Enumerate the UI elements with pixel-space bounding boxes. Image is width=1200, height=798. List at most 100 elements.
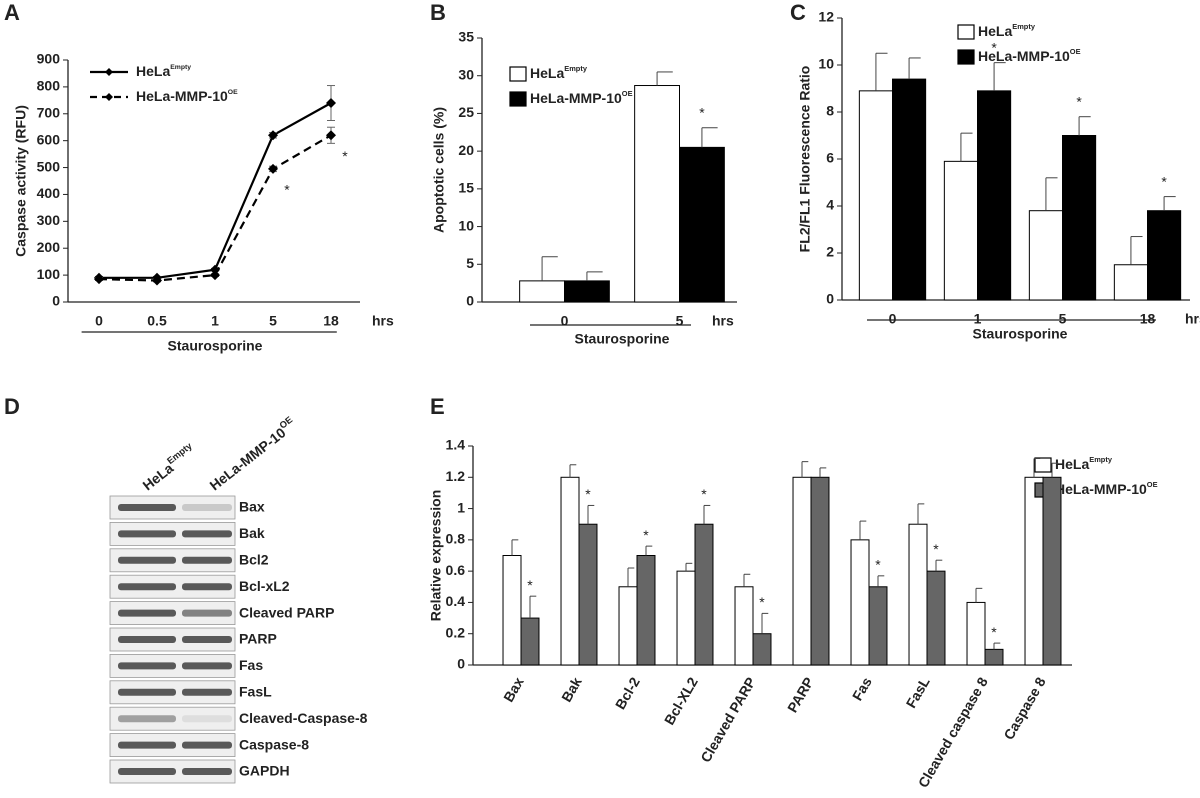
x-tick-label: 1 xyxy=(211,313,219,329)
x-tick-label: Bax xyxy=(500,674,527,704)
y-tick-label: 5 xyxy=(466,255,474,271)
significance: * xyxy=(759,594,765,610)
name: HeLa-MMP-10 xyxy=(978,48,1070,64)
y-tick-label: 600 xyxy=(37,131,61,147)
blot-row-label: Bcl-xL2 xyxy=(239,578,290,594)
y-tick-label: 1 xyxy=(457,499,465,515)
y-tick-label: 200 xyxy=(37,239,61,255)
y-tick-label: 0.4 xyxy=(446,593,466,609)
superscript: OE xyxy=(1147,480,1158,489)
blot-band xyxy=(118,741,176,749)
significance: * xyxy=(284,182,290,198)
legend-marker xyxy=(105,68,113,76)
point xyxy=(94,274,104,285)
bar xyxy=(858,90,893,301)
blot-strip xyxy=(109,706,236,731)
bar xyxy=(679,146,725,303)
panel-label: D xyxy=(4,394,20,419)
y-tick-label: 30 xyxy=(458,66,474,82)
bar xyxy=(502,555,522,666)
blot-row-label: Cleaved-Caspase-8 xyxy=(239,710,368,726)
legend-swatch xyxy=(957,24,975,40)
blot-band xyxy=(118,556,176,564)
y-axis-label: Relative expression xyxy=(428,490,444,622)
blot-band xyxy=(182,715,232,723)
y-tick-label: 100 xyxy=(37,266,61,282)
blot-band xyxy=(118,636,176,643)
blot-band xyxy=(118,583,176,591)
panel-label: A xyxy=(4,0,20,25)
y-tick-label: 35 xyxy=(458,29,474,45)
blot-band xyxy=(182,583,232,591)
y-axis-label: FL2/FL1 Fluorescence Ratio xyxy=(797,66,813,253)
name: HeLa xyxy=(136,63,170,79)
x-tick-label: Caspase 8 xyxy=(1000,674,1049,742)
label: HeLa-MMP-10OE xyxy=(136,88,238,104)
x-tick-label: 1 xyxy=(974,311,982,327)
y-tick-label: 2 xyxy=(826,244,834,260)
significance: * xyxy=(701,486,707,502)
y-tick-label: 500 xyxy=(37,158,61,174)
y-tick-label: 0.2 xyxy=(446,624,466,640)
y-tick-label: 0 xyxy=(457,656,465,672)
bar xyxy=(1062,135,1097,301)
bar xyxy=(636,555,656,666)
y-tick-label: 10 xyxy=(458,217,474,233)
y-tick-label: 900 xyxy=(37,51,61,67)
y-tick-label: 1.2 xyxy=(446,468,466,484)
bar xyxy=(519,280,566,303)
label: HeLa-MMP-10OE xyxy=(206,415,300,493)
blot-band xyxy=(182,530,232,538)
label: HeLaEmpty xyxy=(139,441,200,494)
blot-band xyxy=(182,768,232,775)
significance: * xyxy=(342,148,348,164)
bar xyxy=(564,280,610,303)
y-tick-label: 0 xyxy=(826,291,834,307)
blot-band xyxy=(182,504,232,511)
x-tick-label: PARP xyxy=(784,674,817,715)
blot-band xyxy=(182,741,232,749)
bar xyxy=(1147,210,1182,301)
bar xyxy=(1024,476,1044,666)
x-tick-label: Bcl-XL2 xyxy=(661,674,701,727)
y-tick-label: 10 xyxy=(818,56,834,72)
name: HeLa xyxy=(1055,456,1089,472)
blot-row-label: Fas xyxy=(239,657,263,673)
significance: * xyxy=(527,577,533,593)
bar xyxy=(984,648,1004,666)
blot-row-label: FasL xyxy=(239,684,272,700)
superscript: Empty xyxy=(170,64,191,71)
blot-band xyxy=(118,609,176,617)
blot-row-label: PARP xyxy=(239,631,277,647)
bar xyxy=(1028,210,1063,301)
blot-row-label: Bcl2 xyxy=(239,552,269,568)
label: HeLaEmpty xyxy=(1055,455,1113,472)
bar xyxy=(578,523,598,666)
point xyxy=(152,275,162,286)
label: HeLa-MMP-10OE xyxy=(530,89,633,106)
point xyxy=(268,130,278,141)
significance: * xyxy=(991,624,997,640)
y-tick-label: 300 xyxy=(37,212,61,228)
bar xyxy=(892,78,927,301)
y-axis-label: Caspase activity (RFU) xyxy=(13,105,29,257)
x-tick-label: Bak xyxy=(558,674,585,704)
blot-row-label: Caspase-8 xyxy=(239,736,309,752)
panel-label: B xyxy=(430,0,446,25)
point xyxy=(326,98,336,109)
legend-marker xyxy=(105,93,113,101)
superscript: OE xyxy=(1070,47,1081,56)
label: HeLaEmpty xyxy=(978,22,1036,39)
bar xyxy=(734,586,754,666)
y-tick-label: 15 xyxy=(458,180,474,196)
name: HeLa-MMP-10 xyxy=(206,424,288,493)
y-tick-label: 0.8 xyxy=(446,531,466,547)
bar xyxy=(520,617,540,666)
legend-swatch xyxy=(509,66,527,82)
bar xyxy=(908,523,928,666)
bar xyxy=(810,476,830,666)
label: HeLaEmpty xyxy=(530,64,588,81)
bar xyxy=(618,586,638,666)
bar xyxy=(926,570,946,666)
